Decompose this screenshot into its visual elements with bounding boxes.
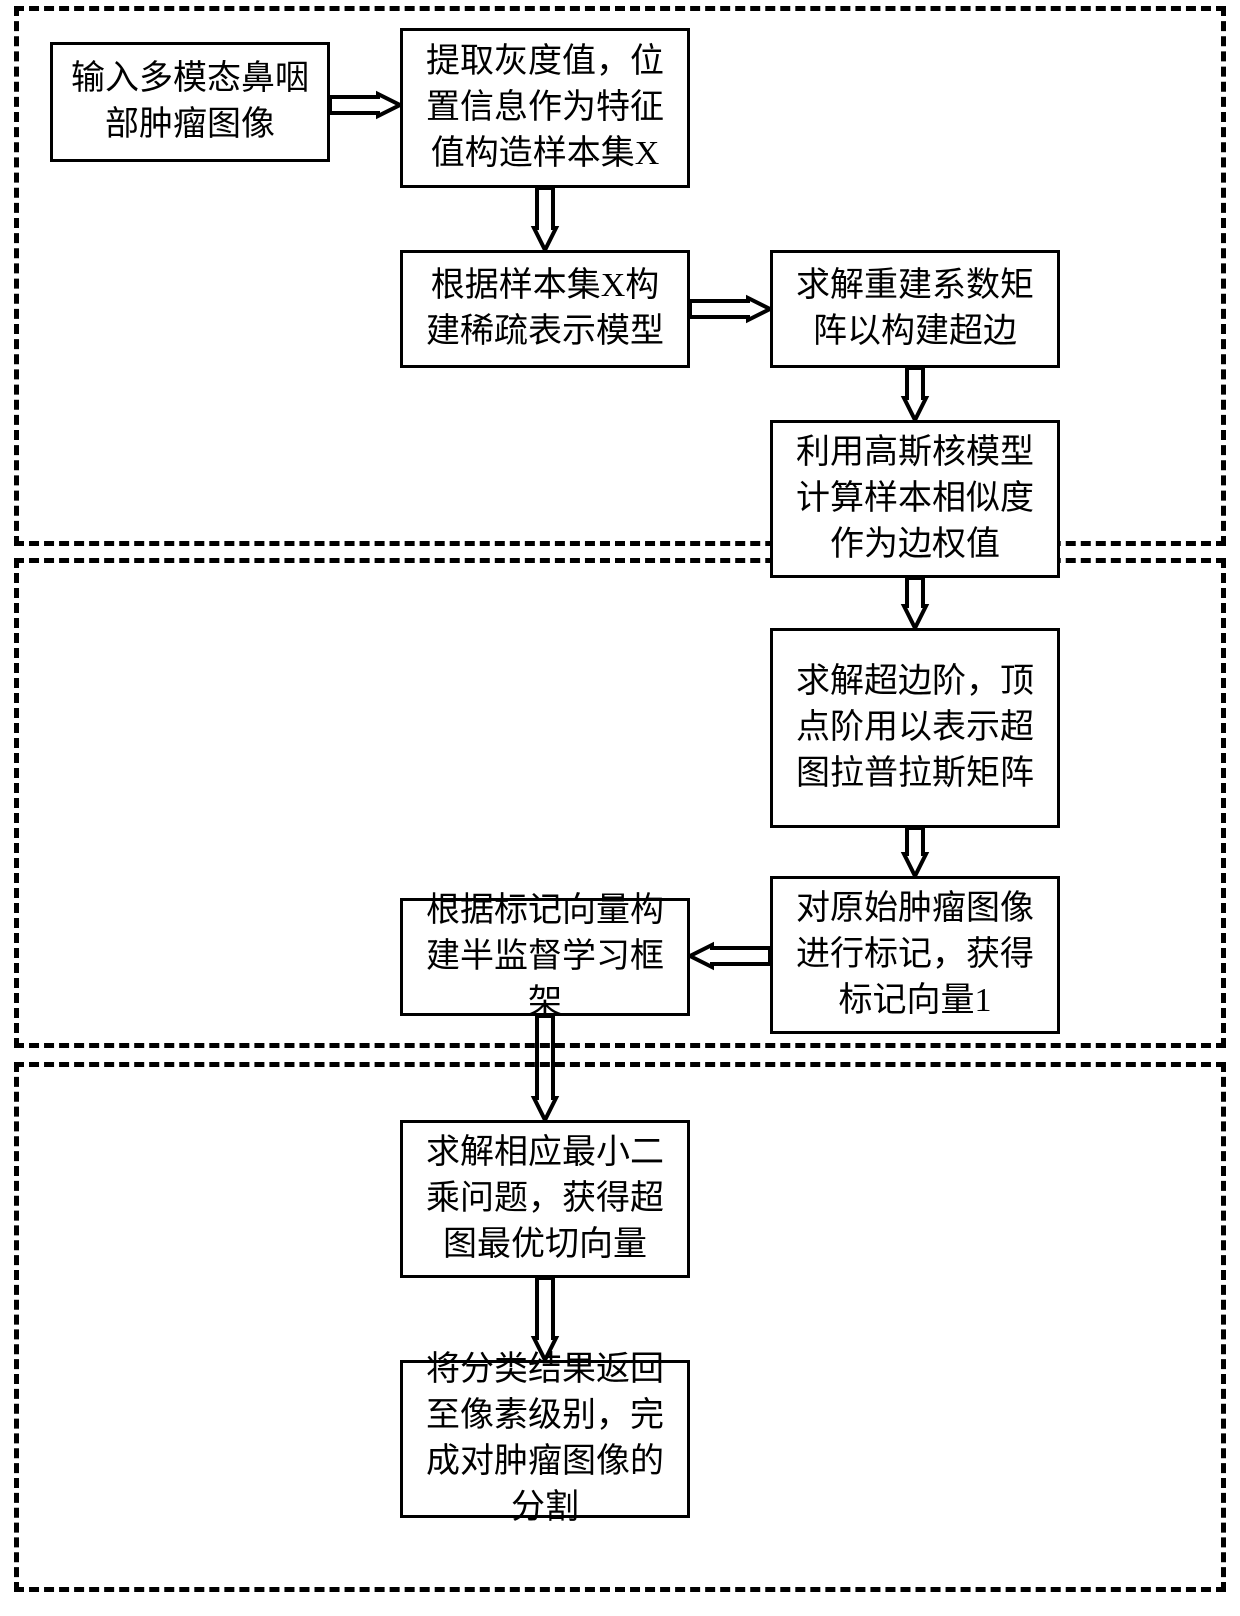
node-label-original: 对原始肿瘤图像进行标记，获得标记向量1 (770, 876, 1060, 1034)
node-extract-features-label: 提取灰度值，位置信息作为特征值构造样本集X (417, 39, 673, 177)
node-sparse-model-label: 根据样本集X构建稀疏表示模型 (417, 263, 673, 355)
node-label-original-label: 对原始肿瘤图像进行标记，获得标记向量1 (787, 886, 1043, 1024)
node-hyperedge-degree: 求解超边阶，顶点阶用以表示超图拉普拉斯矩阵 (770, 628, 1060, 828)
node-hyperedge-degree-label: 求解超边阶，顶点阶用以表示超图拉普拉斯矩阵 (787, 659, 1043, 797)
node-input-images: 输入多模态鼻咽部肿瘤图像 (50, 42, 330, 162)
node-gaussian-kernel: 利用高斯核模型计算样本相似度作为边权值 (770, 420, 1060, 578)
node-return-pixel-result: 将分类结果返回至像素级别，完成对肿瘤图像的分割 (400, 1360, 690, 1518)
node-reconstruct-coeff: 求解重建系数矩阵以构建超边 (770, 250, 1060, 368)
node-return-pixel-result-label: 将分类结果返回至像素级别，完成对肿瘤图像的分割 (417, 1347, 673, 1531)
flowchart-canvas: 输入多模态鼻咽部肿瘤图像 提取灰度值，位置信息作为特征值构造样本集X 根据样本集X构… (0, 0, 1240, 1616)
node-semi-supervised-label: 根据标记向量构建半监督学习框架 (417, 888, 673, 1026)
node-sparse-model: 根据样本集X构建稀疏表示模型 (400, 250, 690, 368)
node-input-images-label: 输入多模态鼻咽部肿瘤图像 (67, 56, 313, 148)
node-least-squares: 求解相应最小二乘问题，获得超图最优切向量 (400, 1120, 690, 1278)
node-semi-supervised: 根据标记向量构建半监督学习框架 (400, 898, 690, 1016)
node-gaussian-kernel-label: 利用高斯核模型计算样本相似度作为边权值 (787, 430, 1043, 568)
node-reconstruct-coeff-label: 求解重建系数矩阵以构建超边 (787, 263, 1043, 355)
node-extract-features: 提取灰度值，位置信息作为特征值构造样本集X (400, 28, 690, 188)
node-least-squares-label: 求解相应最小二乘问题，获得超图最优切向量 (417, 1130, 673, 1268)
